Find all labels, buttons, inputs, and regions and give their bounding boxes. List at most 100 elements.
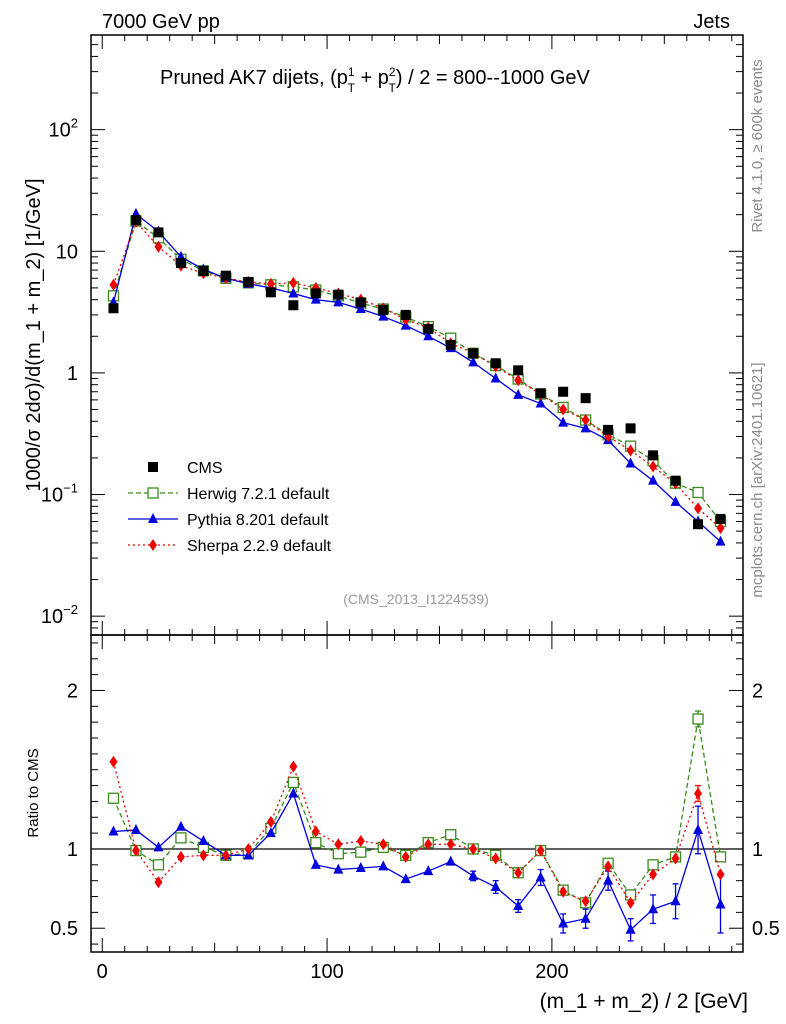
cms-data-point	[535, 388, 546, 399]
data-point-ratio	[536, 844, 545, 857]
data-point-ratio	[109, 755, 118, 768]
x-tick-label: 100	[310, 961, 343, 983]
y-tick-label: 10−1	[41, 481, 78, 507]
cms-data-point	[265, 287, 276, 298]
data-point-ratio	[244, 842, 253, 855]
data-point-ratio	[446, 838, 455, 851]
cms-data-point	[108, 303, 119, 314]
series-sherpa	[109, 215, 725, 909]
data-point-ratio	[694, 787, 703, 800]
data-point-main	[310, 293, 321, 304]
data-point-ratio	[107, 792, 120, 804]
data-point-ratio	[715, 898, 726, 909]
data-point-ratio	[310, 836, 322, 849]
data-point-ratio	[175, 820, 186, 831]
legend-label: Herwig 7.2.1 default	[187, 486, 330, 503]
series-herwig	[107, 215, 727, 909]
mcplots-source-label: mcplots.cern.ch [arXiv:2401.10621]	[749, 362, 766, 597]
data-point-ratio	[580, 912, 591, 923]
data-point-ratio	[221, 849, 230, 862]
data-point-main	[513, 388, 524, 399]
ratio-tick-label-left: 1	[67, 839, 78, 861]
data-point-ratio	[334, 838, 343, 851]
cms-data-point	[220, 270, 231, 281]
plot-title-suffix: ) / 2 = 800--1000 GeV	[396, 67, 591, 89]
series-layer	[107, 207, 727, 942]
data-point-ratio	[356, 835, 365, 848]
data-point-ratio	[558, 917, 569, 928]
series-line-ratio	[112, 718, 722, 904]
cms-data-point	[175, 258, 186, 269]
data-point-ratio	[401, 850, 410, 863]
data-point-ratio	[310, 858, 321, 869]
data-point-main	[625, 457, 636, 468]
data-point-main	[692, 486, 704, 499]
data-point-ratio	[716, 868, 725, 881]
legend-entry: Sherpa 2.2.9 default	[128, 538, 332, 555]
data-point-main	[716, 522, 725, 535]
data-point-main	[514, 374, 523, 387]
series-line-main	[112, 220, 721, 529]
data-point-ratio	[424, 838, 433, 851]
ratio-tick-label-left: 2	[67, 680, 78, 702]
ratio-tick-label-right: 0.5	[752, 918, 780, 940]
data-point-main	[670, 495, 681, 506]
data-point-main	[154, 240, 163, 253]
data-point-ratio	[604, 860, 613, 873]
data-point-main	[109, 278, 118, 291]
ratio-plot-frame	[90, 634, 744, 953]
data-point-ratio	[445, 829, 457, 841]
cms-data-point	[355, 297, 366, 308]
data-point-main	[468, 356, 479, 367]
cms-data-point	[378, 304, 389, 315]
data-point-ratio	[154, 876, 163, 889]
legend-marker	[149, 539, 157, 551]
cms-data-point	[243, 276, 254, 287]
cms-data-point	[648, 450, 659, 461]
legend-label: CMS	[187, 460, 223, 477]
cms-data-point	[445, 339, 456, 350]
series-pythia	[108, 207, 726, 942]
data-point-ratio	[491, 852, 500, 865]
data-point-main	[288, 287, 299, 298]
data-point-ratio	[468, 869, 479, 880]
legend-marker	[148, 462, 158, 472]
data-point-ratio	[379, 838, 388, 851]
cms-data-point	[400, 309, 411, 320]
data-point-ratio	[265, 827, 276, 838]
data-point-ratio	[423, 865, 434, 876]
cms-data-point	[153, 227, 164, 238]
data-point-ratio	[289, 760, 298, 773]
data-point-main	[581, 413, 590, 426]
data-point-ratio	[581, 895, 590, 908]
data-point-ratio	[648, 903, 659, 914]
cms-data-point	[468, 348, 479, 359]
analysis-label: (CMS_2013_I1224539)	[343, 591, 489, 607]
ratio-tick-label-right: 1	[752, 839, 763, 861]
data-point-main	[715, 535, 726, 546]
data-point-ratio	[559, 885, 568, 898]
data-point-ratio	[176, 850, 185, 863]
x-tick-label: 200	[535, 961, 568, 983]
data-point-ratio	[333, 863, 344, 874]
plot-title-prefix: Pruned AK7 dijets, (p	[160, 67, 348, 89]
data-point-ratio	[198, 835, 209, 846]
ratio-tick-label-right: 2	[752, 680, 763, 702]
legend-marker	[148, 513, 158, 523]
data-point-ratio	[355, 861, 366, 872]
data-point-ratio	[513, 900, 524, 911]
data-point-ratio	[130, 823, 141, 834]
axis-ticks: 0 100 200 10−2 10−1 1 10 102 0.5 0.5 1 1 2 2	[41, 34, 780, 983]
data-point-ratio	[535, 871, 546, 882]
data-point-ratio	[514, 866, 523, 879]
ratio-tick-label-left: 0.5	[50, 918, 78, 940]
collision-label: 7000 GeV pp	[102, 11, 220, 33]
cms-data-point	[625, 423, 636, 434]
data-point-ratio	[311, 825, 320, 838]
data-point-ratio	[266, 816, 275, 829]
legend-entry: CMS	[148, 460, 223, 477]
plot-title: Pruned AK7 dijets, (p1 T + p2 T) / 2 = 800…	[160, 65, 591, 95]
cms-data-point	[310, 288, 321, 299]
category-label: Jets	[693, 11, 730, 33]
